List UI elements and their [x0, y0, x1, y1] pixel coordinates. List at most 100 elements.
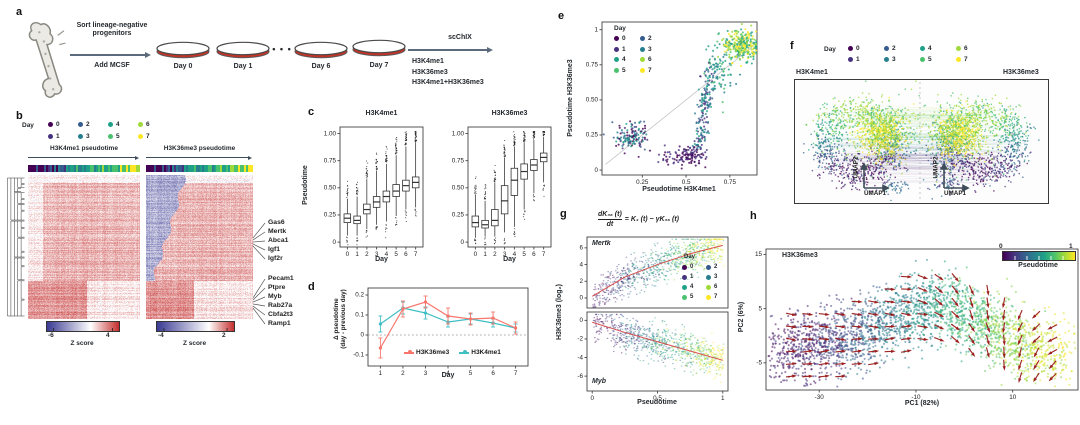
- gene-label: Igf2r: [268, 255, 283, 262]
- legend-day-label: 5: [928, 56, 932, 63]
- fraction-bar: [598, 219, 622, 220]
- umap-axes-left: UMAP2 UMAP1: [848, 156, 900, 202]
- umap-axis-arrows: [860, 162, 890, 192]
- boxplot-h3k36me3: [440, 118, 554, 266]
- legend-day-label: 7: [964, 56, 968, 63]
- legend-day-label: 5: [116, 132, 120, 140]
- legend-day-label: 2: [648, 35, 652, 42]
- gene-leader-lines-1: [253, 222, 266, 260]
- colorbar-min-label: -4: [158, 332, 164, 339]
- legend-day-swatch: [682, 275, 687, 280]
- umap1-label: UMAP1: [864, 190, 887, 197]
- legend-day-label: 5: [690, 294, 694, 300]
- legend-title: Day: [824, 46, 836, 53]
- panel-label-b: b: [16, 110, 23, 122]
- legend-day-label: 0: [856, 45, 860, 52]
- f-left-title: H3K4me1: [796, 69, 828, 76]
- myb-scatter: [568, 309, 733, 404]
- zscore-colorbar-left: [46, 321, 120, 332]
- e-y-axis-label: Pseudotime H3K36me3: [566, 59, 574, 137]
- legend-day-label: 6: [964, 45, 968, 52]
- legend-day-label: 7: [648, 66, 652, 74]
- legend-day-swatch: [640, 67, 645, 73]
- c-y-axis-label: Pseudotime: [301, 165, 309, 205]
- legend-day-swatch: [614, 46, 619, 52]
- panel-label-g: g: [560, 208, 567, 220]
- boxplot-h3k4me1: [312, 118, 426, 266]
- c-title-h3k4me1: H3K4me1: [365, 110, 398, 117]
- gene-label: Ptpre: [268, 284, 286, 291]
- heatmap-h3k36me3-canvas: [146, 175, 253, 319]
- g-y-axis-label: H3K36me3 (log₂): [555, 284, 563, 341]
- g-x-axis-label: Pseudotime: [637, 399, 677, 406]
- legend-title: Day: [22, 122, 34, 129]
- legend-day-swatch: [682, 295, 687, 300]
- zscore-title-right: Z score: [182, 340, 207, 347]
- day-legend-e: Day 0 1 4 5 2 3 6 7: [612, 25, 672, 79]
- legend-day-label: 7: [714, 294, 718, 300]
- gene-label: Cbfa2t3: [268, 311, 293, 318]
- gene-label: Myb: [268, 293, 282, 300]
- delta-pseudotime-chart: [352, 280, 542, 376]
- zscore-colorbar-right: [156, 321, 235, 332]
- d-legend-label: H3K36me3: [416, 349, 450, 356]
- dish-label-day6: Day 6: [311, 63, 331, 70]
- gene-label: Igf1: [268, 246, 281, 253]
- equation-numerator: dK₃₆ (t): [598, 211, 622, 218]
- antibody-h3k36me3: H3K36me3: [412, 68, 448, 76]
- legend-day-swatch: [682, 285, 687, 290]
- legend-day-label: 0: [622, 35, 626, 42]
- legend-day-swatch: [78, 122, 83, 127]
- legend-day-label: 1: [856, 56, 860, 63]
- umap-axes-right: UMAP2 UMAP1: [928, 156, 980, 202]
- gene-label: Rab27a: [268, 302, 293, 309]
- panel-label-a: a: [16, 6, 23, 18]
- legend-day-swatch: [682, 265, 687, 270]
- legend-day-swatch: [848, 46, 853, 51]
- gene-leader-lines-2: [253, 278, 266, 325]
- legend-day-swatch: [956, 46, 961, 51]
- c-x-axis-label-1: Day: [375, 256, 388, 263]
- sort-text: Sort lineage-negative progenitors: [62, 22, 162, 38]
- h-colorbar-min: 0: [999, 243, 1003, 250]
- legend-day-label: 7: [146, 132, 150, 140]
- dish-label-day7: Day 7: [369, 62, 389, 69]
- legend-day-label: 1: [622, 45, 626, 53]
- equation-fraction: dK₃₆ (t) dt: [598, 211, 622, 228]
- c-x-axis-label-2: Day: [503, 256, 516, 263]
- umap2-label: UMAP2: [852, 156, 860, 179]
- equation-denominator: dt: [606, 221, 614, 228]
- heatmap-right-title: H3K36me3 pseudotime: [163, 145, 236, 152]
- h-colorbar-max: 1: [1069, 243, 1073, 250]
- d-y-axis-line1: Δ pseudotime: [333, 298, 340, 340]
- legend-day-swatch: [848, 57, 853, 62]
- legend-day-label: 0: [56, 121, 60, 128]
- legend-day-label: 3: [86, 132, 90, 140]
- add-mcsf-text: Add MCSF: [94, 62, 130, 69]
- pca-vector-field: [742, 240, 1080, 402]
- legend-day-swatch: [78, 133, 83, 139]
- gene-label: Abca1: [268, 237, 289, 244]
- legend-day-label: 6: [714, 284, 718, 290]
- legend-day-swatch: [48, 122, 53, 127]
- g-gene-top-label: Mertk: [592, 240, 611, 247]
- petri-dish-icon: [352, 39, 406, 57]
- g-gene-bottom-label: Myb: [592, 378, 606, 385]
- heatmap-h3k4me1-canvas: [28, 175, 140, 319]
- d-legend: H3K36me3 H3K4me1: [404, 349, 501, 356]
- panel-label-h: h: [750, 210, 757, 222]
- dish-label-day1: Day 1: [233, 63, 253, 70]
- dendrogram: [6, 175, 27, 319]
- legend-day-swatch: [640, 46, 645, 52]
- legend-day-swatch: [614, 57, 619, 62]
- legend-day-label: 4: [690, 284, 694, 290]
- umap-linked-scatter: [795, 80, 1046, 201]
- legend-day-swatch: [138, 133, 143, 139]
- legend-day-label: 6: [146, 121, 150, 128]
- sort-text-line2: progenitors: [92, 30, 132, 38]
- zscore-title-left: Z score: [70, 340, 94, 347]
- pseudotime-arrow-right: [146, 157, 248, 159]
- pseudotime-colorbar: [1002, 251, 1076, 261]
- d-legend-item-h3k36me3: H3K36me3: [404, 349, 449, 356]
- pseudotime-arrow-left: [28, 157, 135, 159]
